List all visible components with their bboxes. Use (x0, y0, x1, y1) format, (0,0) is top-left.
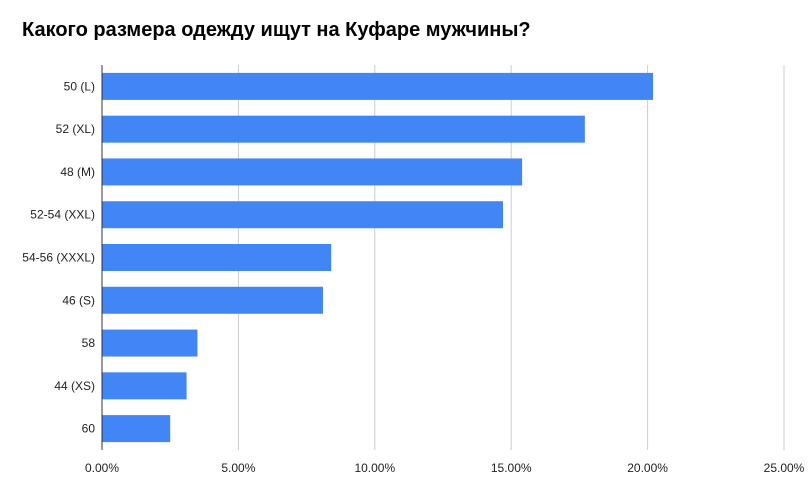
category-label: 48 (M) (60, 165, 95, 179)
category-label: 60 (82, 422, 96, 436)
x-tick-label: 5.00% (221, 461, 255, 475)
category-label: 52-54 (XXL) (30, 208, 95, 222)
bar (102, 286, 323, 314)
bar (102, 201, 504, 229)
x-tick-label: 25.00% (764, 461, 805, 475)
category-label: 58 (82, 336, 96, 350)
bar (102, 72, 654, 100)
bar (102, 415, 171, 443)
category-label: 46 (S) (62, 293, 95, 307)
category-label: 44 (XS) (54, 379, 95, 393)
bar (102, 244, 332, 271)
category-label: 52 (XL) (56, 122, 95, 136)
bar (102, 329, 198, 357)
x-tick-label: 0.00% (85, 461, 119, 475)
bar (102, 115, 585, 143)
bar (102, 158, 523, 186)
x-tick-label: 10.00% (354, 461, 395, 475)
labels: 0.00% 5.00% 10.00% 15.00% 20.00% 25.00% 50 (L)… (22, 79, 804, 475)
category-label: 50 (L) (64, 79, 95, 93)
x-tick-label: 15.00% (491, 461, 532, 475)
x-tick-label: 20.00% (627, 461, 668, 475)
bar (102, 372, 187, 400)
bars (102, 72, 654, 443)
chart-title: Какого размера одежду ищут на Куфаре муж… (22, 19, 531, 41)
category-label: 54-56 (XXXL) (22, 251, 95, 265)
